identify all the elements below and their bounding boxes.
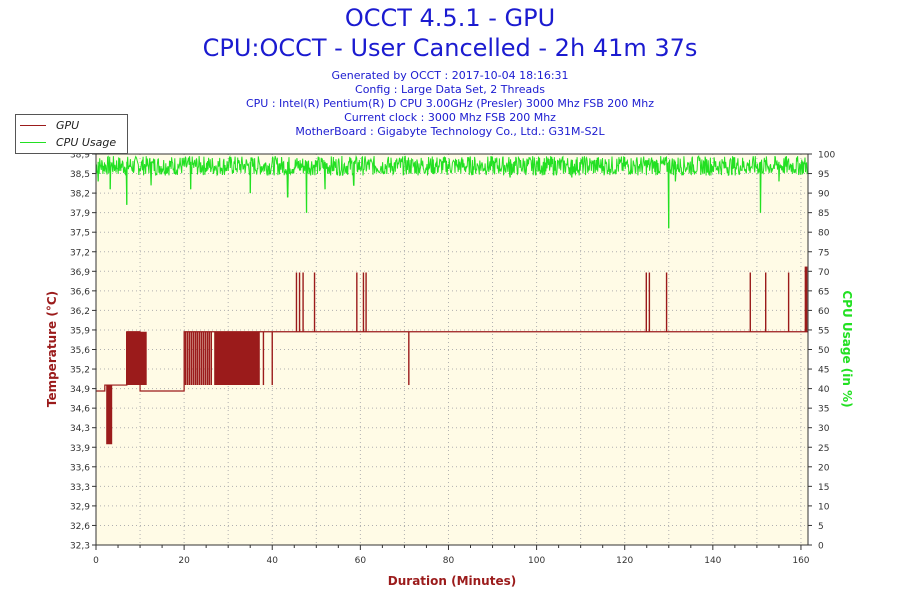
y-tick-label-right: 70 [818, 268, 830, 278]
gpu-temperature-oscillation [126, 331, 147, 385]
y-tick-label-right: 25 [818, 444, 829, 454]
y-tick-label-left: 35,9 [70, 326, 90, 336]
cpu-usage-series [95, 154, 808, 229]
y-tick-label-right: 0 [818, 542, 824, 552]
y-tick-label-right: 30 [818, 424, 830, 434]
info-clock: Current clock : 3000 Mhz FSB 200 Mhz [344, 111, 556, 124]
y-tick-label-left: 32,9 [70, 502, 90, 512]
gpu-temperature-oscillation [184, 331, 212, 385]
legend: GPU CPU Usage [15, 114, 128, 154]
y-tick-label-right: 35 [818, 405, 829, 415]
y-tick-label-left: 37,2 [70, 248, 90, 258]
y-tick-label-left: 38,2 [70, 190, 90, 200]
cpu-usage-line [95, 154, 808, 229]
x-axis-label: Duration (Minutes) [388, 574, 516, 588]
y-tick-label-left: 33,6 [70, 463, 90, 473]
y-tick-label-left: 34,6 [70, 405, 90, 415]
x-tick-label: 20 [178, 556, 190, 566]
legend-label-gpu: GPU [56, 118, 80, 132]
y-tick-label-right: 50 [818, 346, 830, 356]
y-tick-label-right: 80 [818, 229, 830, 239]
y-tick-label-right: 5 [818, 522, 824, 532]
y-tick-label-right: 45 [818, 366, 829, 376]
y-tick-label-right: 95 [818, 170, 829, 180]
y-tick-label-left: 38,9 [70, 151, 90, 161]
y-tick-label-left: 33,9 [70, 444, 90, 454]
x-tick-label: 0 [93, 556, 99, 566]
y-tick-label-left: 36,9 [70, 268, 90, 278]
y-axis-label-left: Temperature (°C) [45, 291, 59, 407]
info-motherboard: MotherBoard : Gigabyte Technology Co., L… [295, 125, 605, 138]
cpu-swatch [20, 141, 46, 143]
y-tick-label-left: 38,5 [70, 170, 90, 180]
y-tick-label-right: 100 [818, 151, 835, 161]
legend-label-cpu: CPU Usage [56, 135, 117, 149]
chart-subtitle: CPU:OCCT - User Cancelled - 2h 41m 37s [202, 34, 698, 62]
legend-item-cpu: CPU Usage [20, 135, 116, 149]
y-tick-label-left: 36,2 [70, 307, 90, 317]
gpu-swatch [20, 124, 46, 126]
x-tick-label: 140 [704, 556, 721, 566]
y-tick-label-right: 90 [818, 190, 830, 200]
y-tick-label-right: 60 [818, 307, 830, 317]
y-tick-label-right: 15 [818, 483, 829, 493]
y-tick-label-left: 32,6 [70, 522, 90, 532]
y-tick-label-right: 65 [818, 287, 829, 297]
y-tick-label-right: 55 [818, 326, 829, 336]
x-tick-label: 120 [616, 556, 633, 566]
chart-title: OCCT 4.5.1 - GPU [344, 4, 556, 32]
y-tick-label-left: 34,3 [70, 424, 90, 434]
y-tick-label-left: 34,9 [70, 385, 90, 395]
legend-item-gpu: GPU [20, 118, 79, 132]
y-tick-label-right: 85 [818, 209, 829, 219]
x-tick-label: 60 [355, 556, 367, 566]
y-tick-label-left: 32,3 [70, 542, 90, 552]
y-tick-label-left: 33,3 [70, 483, 90, 493]
info-generated: Generated by OCCT : 2017-10-04 18:16:31 [331, 69, 569, 82]
y-tick-label-right: 40 [818, 385, 830, 395]
gpu-temperature-oscillation [214, 331, 260, 385]
y-tick-label-left: 36,6 [70, 287, 90, 297]
y-axis-label-right: CPU Usage (in %) [840, 290, 854, 407]
y-tick-label-right: 75 [818, 248, 829, 258]
gpu-temperature-oscillation [106, 385, 113, 445]
y-tick-label-left: 35,6 [70, 346, 90, 356]
x-tick-label: 40 [267, 556, 279, 566]
y-tick-label-left: 37,9 [70, 209, 90, 219]
info-cpu: CPU : Intel(R) Pentium(R) D CPU 3.00GHz … [245, 97, 655, 110]
x-tick-label: 100 [528, 556, 545, 566]
x-tick-label: 160 [792, 556, 809, 566]
info-config: Config : Large Data Set, 2 Threads [355, 83, 545, 96]
x-tick-label: 80 [443, 556, 455, 566]
y-tick-label-right: 20 [818, 463, 830, 473]
gpu-temperature-series [96, 266, 808, 445]
y-tick-label-right: 10 [818, 502, 830, 512]
y-tick-label-left: 35,2 [70, 366, 90, 376]
y-tick-label-left: 37,5 [70, 229, 90, 239]
